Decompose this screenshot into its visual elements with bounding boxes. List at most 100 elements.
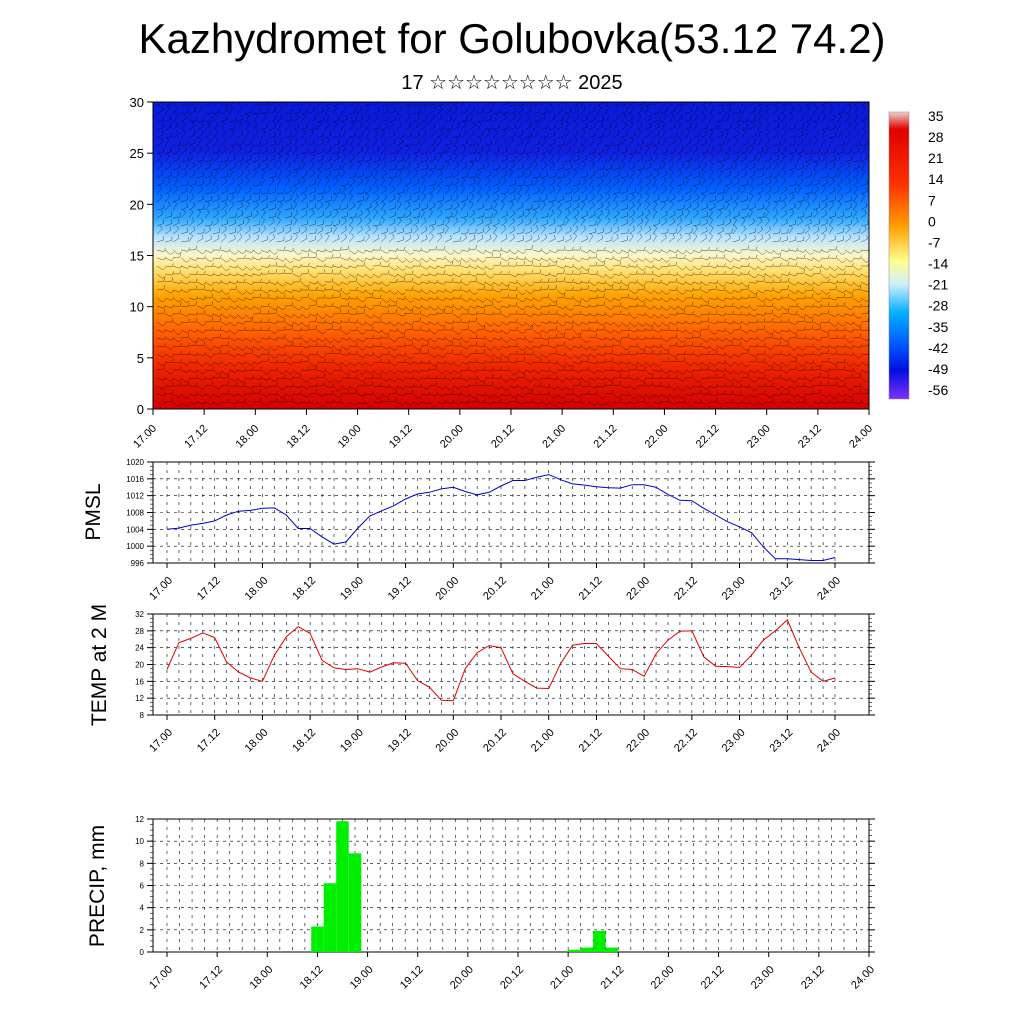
colorbar-label: 28 <box>928 129 944 145</box>
precip-bar <box>336 821 349 952</box>
heatmap-ytick-label: 0 <box>137 402 144 417</box>
temp-xtick-label: 21.12 <box>577 727 605 755</box>
colorbar-label: 21 <box>928 150 944 166</box>
chart-title: Kazhydromet for Golubovka(53.12 74.2) <box>138 15 886 62</box>
precip-bar <box>311 926 324 952</box>
precip-bar <box>580 947 594 952</box>
precip-bar <box>348 853 362 952</box>
heatmap-ytick-label: 15 <box>130 249 144 264</box>
colorbar-label: -49 <box>928 361 948 377</box>
temp-ytick-label: 24 <box>135 644 144 653</box>
temp-xtick-label: 19.12 <box>386 727 414 755</box>
colorbar-label: -35 <box>928 319 948 335</box>
temp-xtick-label: 17.12 <box>195 727 223 755</box>
colorbar-labels: 35 28 21 14 7 0 -7 -14 -21 -28 -35 -42 -49 -56 <box>928 108 948 398</box>
temp-plot: 8 12 16 20 24 28 32 17.00 17.12 18.00 18.12 19.00 19… <box>135 610 875 755</box>
precip-ylabel: PRECIP, mm <box>86 825 109 947</box>
heatmap-xtick-label: 17.12 <box>182 423 210 451</box>
colorbar-label: 0 <box>928 213 936 229</box>
heatmap-ytick-label: 25 <box>130 146 144 161</box>
precip-xtick-label: 20.00 <box>448 964 476 992</box>
temp-xtick-label: 22.00 <box>624 727 652 755</box>
precip-xtick-label: 21.00 <box>548 964 576 992</box>
precip-xtick-label: 22.12 <box>699 964 727 992</box>
pmsl-xtick-label: 18.00 <box>243 575 271 603</box>
colorbar-label: -56 <box>928 382 948 398</box>
temp-panel: 8 12 16 20 24 28 32 17.00 17.12 18.00 18.12 19.00 19… <box>88 604 875 755</box>
precip-ytick-label: 12 <box>135 815 144 824</box>
heatmap-panel: 0 5 10 15 20 25 30 17.00 17.12 18.00 18.12 19.00 19… <box>130 95 876 451</box>
pmsl-series-line <box>166 474 836 561</box>
temp-xtick-label: 24.00 <box>815 727 843 755</box>
heatmap-y-axis: 0 5 10 15 20 25 30 <box>130 95 153 417</box>
temp-xtick-label: 21.00 <box>529 727 557 755</box>
pmsl-xtick-label: 22.12 <box>672 575 700 603</box>
chart-subtitle: 17 ☆☆☆☆☆☆☆☆ 2025 <box>401 72 623 94</box>
pmsl-xtick-label: 20.00 <box>433 575 461 603</box>
precip-xtick-label: 19.00 <box>348 964 376 992</box>
wind-barbs-layer <box>156 102 869 407</box>
heatmap-xtick-label: 21.12 <box>591 423 619 451</box>
temp-xtick-label: 20.12 <box>481 727 509 755</box>
pmsl-ytick-label: 1012 <box>126 492 144 501</box>
precip-xtick-label: 23.00 <box>749 964 777 992</box>
pmsl-xtick-label: 22.00 <box>624 575 652 603</box>
precip-ytick-label: 10 <box>135 837 144 846</box>
heatmap-xtick-label: 19.12 <box>387 423 415 451</box>
temp-ytick-label: 12 <box>135 694 144 703</box>
pmsl-plot: 996 1000 1004 1008 1012 1016 1020 17.00 17.12 18.… <box>126 458 875 603</box>
precip-bar <box>593 930 606 952</box>
temp-xtick-label: 23.12 <box>767 727 795 755</box>
heatmap-ytick-label: 30 <box>130 95 144 110</box>
heatmap-xtick-label: 18.12 <box>285 423 313 451</box>
colorbar-label: -28 <box>928 298 948 314</box>
heatmap-ytick-label: 10 <box>130 300 144 315</box>
pmsl-xtick-label: 23.00 <box>720 575 748 603</box>
pmsl-panel: 996 1000 1004 1008 1012 1016 1020 17.00 17.12 18.… <box>82 458 875 603</box>
precip-ytick-label: 8 <box>140 859 145 868</box>
pmsl-xtick-label: 24.00 <box>815 575 843 603</box>
pmsl-ytick-label: 1016 <box>126 475 144 484</box>
temp-ytick-label: 32 <box>135 610 144 619</box>
temp-xtick-label: 18.00 <box>243 727 271 755</box>
heatmap-ytick-label: 5 <box>137 351 144 366</box>
pmsl-xtick-label: 18.12 <box>290 575 318 603</box>
precip-ytick-label: 2 <box>140 926 145 935</box>
precip-xtick-label: 22.00 <box>649 964 677 992</box>
pmsl-xtick-label: 19.12 <box>386 575 414 603</box>
colorbar-label: -14 <box>928 256 948 272</box>
precip-xtick-label: 23.12 <box>799 964 827 992</box>
heatmap-xtick-label: 23.00 <box>745 423 773 451</box>
heatmap-xtick-label: 22.12 <box>694 423 722 451</box>
colorbar-label: -42 <box>928 340 948 356</box>
temp-xtick-label: 19.00 <box>338 727 366 755</box>
heatmap-xtick-label: 20.12 <box>489 423 517 451</box>
heatmap-xtick-label: 18.00 <box>233 423 261 451</box>
heatmap-xtick-label: 24.00 <box>847 423 875 451</box>
precip-xtick-label: 19.12 <box>398 964 426 992</box>
colorbar-label: 14 <box>928 171 944 187</box>
temp-ytick-label: 8 <box>140 711 145 720</box>
temp-series-line <box>166 619 836 702</box>
precip-xtick-label: 24.00 <box>849 964 877 992</box>
pmsl-xtick-label: 20.12 <box>481 575 509 603</box>
heatmap-xtick-label: 20.00 <box>438 423 466 451</box>
temp-ytick-label: 28 <box>135 627 144 636</box>
precip-bar <box>568 949 581 952</box>
temp-xtick-label: 20.00 <box>433 727 461 755</box>
temp-ylabel: TEMP at 2 M <box>88 604 111 726</box>
temp-ytick-label: 16 <box>135 677 144 686</box>
heatmap-xtick-label: 21.00 <box>540 423 568 451</box>
colorbar-label: -21 <box>928 277 948 293</box>
precip-xtick-label: 17.00 <box>147 964 175 992</box>
precip-ytick-label: 4 <box>140 904 145 913</box>
precip-ytick-label: 6 <box>140 882 145 891</box>
pmsl-ytick-label: 1020 <box>126 458 144 467</box>
temp-ytick-label: 20 <box>135 661 144 670</box>
pmsl-ytick-label: 1008 <box>126 509 144 518</box>
pmsl-xtick-label: 17.00 <box>147 575 175 603</box>
pmsl-ytick-label: 996 <box>131 559 145 568</box>
precip-xtick-label: 17.12 <box>197 964 225 992</box>
precip-xtick-label: 21.12 <box>598 964 626 992</box>
